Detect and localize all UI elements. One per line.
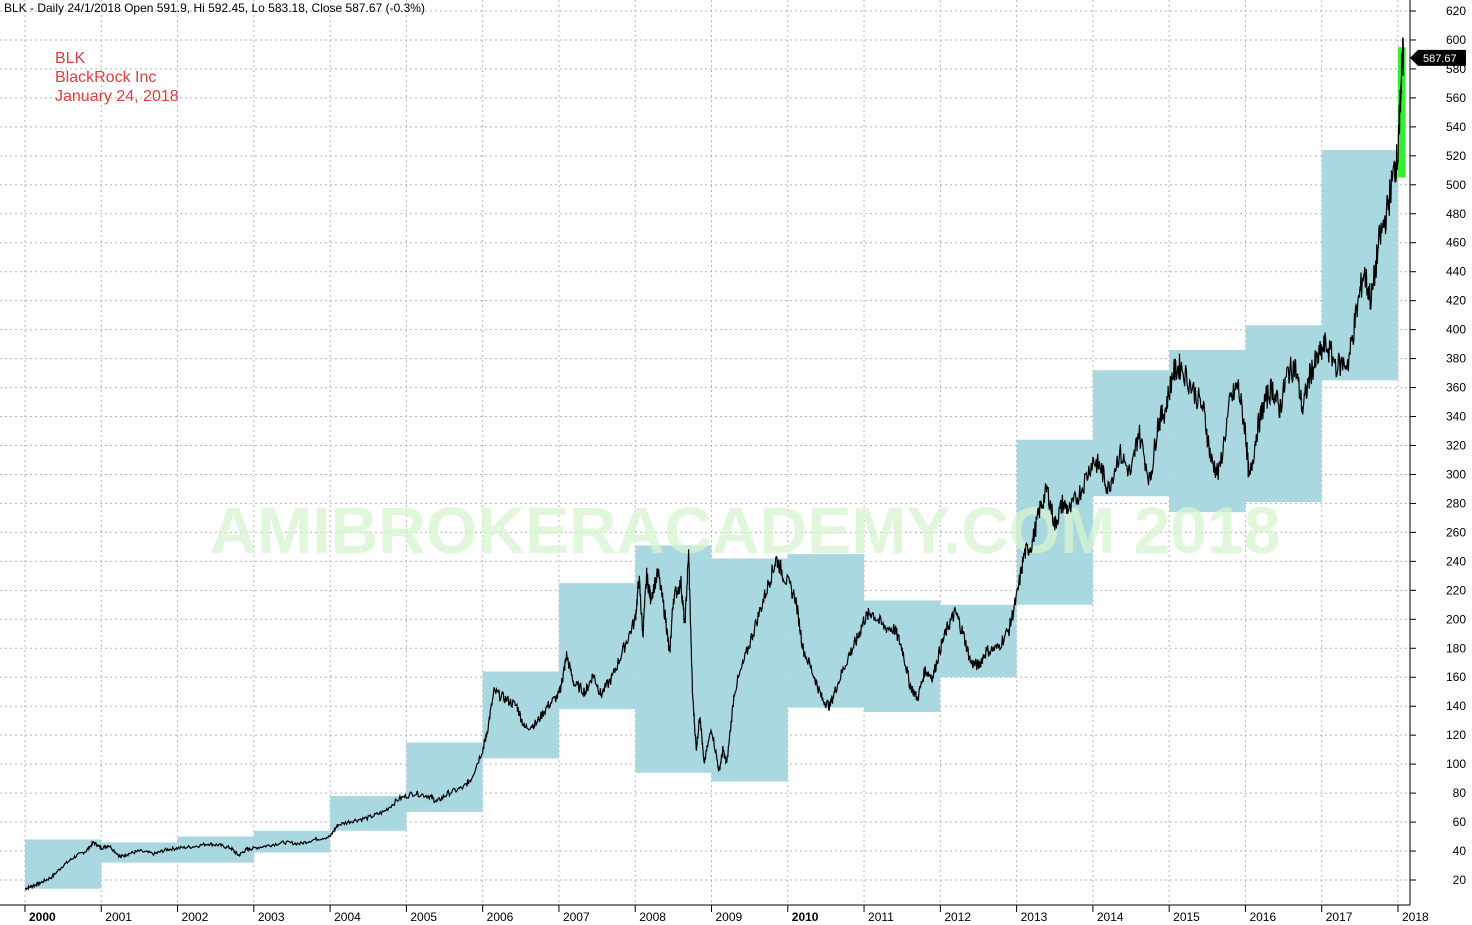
y-tick-label: 240 xyxy=(1446,554,1466,568)
yearly-range-boxes xyxy=(25,47,1406,889)
chart-header: BLK - Daily 24/1/2018 Open 591.9, Hi 592… xyxy=(4,1,425,15)
y-tick-label: 180 xyxy=(1446,641,1466,655)
yearly-range-box-2005 xyxy=(406,742,483,812)
last-price-label: 587.67 xyxy=(1423,53,1457,65)
x-tick-label: 2006 xyxy=(487,910,514,924)
x-tick-label: 2000 xyxy=(29,910,56,924)
y-tick-label: 120 xyxy=(1446,728,1466,742)
x-tick-label: 2008 xyxy=(639,910,666,924)
y-tick-label: 360 xyxy=(1446,381,1466,395)
x-tick-label: 2017 xyxy=(1326,910,1353,924)
last-price-tag xyxy=(1410,49,1466,66)
yearly-range-box-2001 xyxy=(101,842,178,863)
x-tick-label: 2007 xyxy=(563,910,590,924)
x-tick-label: 2009 xyxy=(716,910,743,924)
yearly-range-box-2004 xyxy=(330,795,407,831)
y-tick-label: 40 xyxy=(1453,844,1467,858)
y-tick-label: 60 xyxy=(1453,815,1467,829)
last-price-marker: 587.67 xyxy=(1410,49,1466,66)
y-tick-label: 300 xyxy=(1446,467,1466,481)
y-tick-label: 220 xyxy=(1446,583,1466,597)
watermark: AMIBROKERACADEMY.COM 2018 xyxy=(210,493,1281,567)
y-tick-label: 160 xyxy=(1446,670,1466,684)
y-tick-label: 420 xyxy=(1446,294,1466,308)
y-tick-label: 400 xyxy=(1446,323,1466,337)
y-tick-label: 620 xyxy=(1446,4,1466,18)
price-line xyxy=(24,37,1404,891)
yearly-range-box-2016 xyxy=(1245,325,1322,502)
y-tick-label: 260 xyxy=(1446,525,1466,539)
y-tick-label: 460 xyxy=(1446,236,1466,250)
yearly-range-box-2002 xyxy=(177,836,254,863)
y-tick-label: 340 xyxy=(1446,410,1466,424)
annotation-symbol: BLK xyxy=(55,50,86,67)
x-tick-label: 2001 xyxy=(105,910,132,924)
annotation-date: January 24, 2018 xyxy=(55,88,179,105)
y-tick-label: 320 xyxy=(1446,439,1466,453)
yearly-range-box-2018 xyxy=(1398,47,1406,178)
x-tick-label: 2005 xyxy=(410,910,437,924)
y-tick-label: 540 xyxy=(1446,120,1466,134)
x-tick-label: 2012 xyxy=(944,910,971,924)
x-tick-label: 2015 xyxy=(1173,910,1200,924)
y-tick-label: 500 xyxy=(1446,178,1466,192)
y-tick-label: 560 xyxy=(1446,91,1466,105)
y-tick-label: 140 xyxy=(1446,699,1466,713)
y-tick-label: 600 xyxy=(1446,33,1466,47)
x-tick-label: 2003 xyxy=(258,910,285,924)
annotation-company: BlackRock Inc xyxy=(55,69,156,86)
y-tick-label: 200 xyxy=(1446,612,1466,626)
price-series xyxy=(24,37,1404,891)
x-tick-label: 2013 xyxy=(1021,910,1048,924)
y-tick-label: 440 xyxy=(1446,265,1466,279)
yearly-range-box-2014 xyxy=(1092,370,1170,497)
x-tick-label: 2018 xyxy=(1402,910,1429,924)
x-tick-label: 2002 xyxy=(182,910,209,924)
x-tick-label: 2014 xyxy=(1097,910,1124,924)
y-tick-label: 520 xyxy=(1446,149,1466,163)
x-tick-label: 2016 xyxy=(1249,910,1276,924)
y-tick-label: 80 xyxy=(1453,786,1467,800)
yearly-range-box-2017 xyxy=(1321,150,1398,381)
yearly-range-box-2009 xyxy=(711,558,788,782)
y-tick-label: 100 xyxy=(1446,757,1466,771)
y-tick-label: 280 xyxy=(1446,496,1466,510)
x-tick-label: 2011 xyxy=(868,910,894,924)
y-tick-label: 480 xyxy=(1446,207,1466,221)
y-tick-label: 380 xyxy=(1446,352,1466,366)
x-tick-label: 2010 xyxy=(792,910,819,924)
y-tick-label: 20 xyxy=(1453,873,1467,887)
x-tick-label: 2004 xyxy=(334,910,361,924)
